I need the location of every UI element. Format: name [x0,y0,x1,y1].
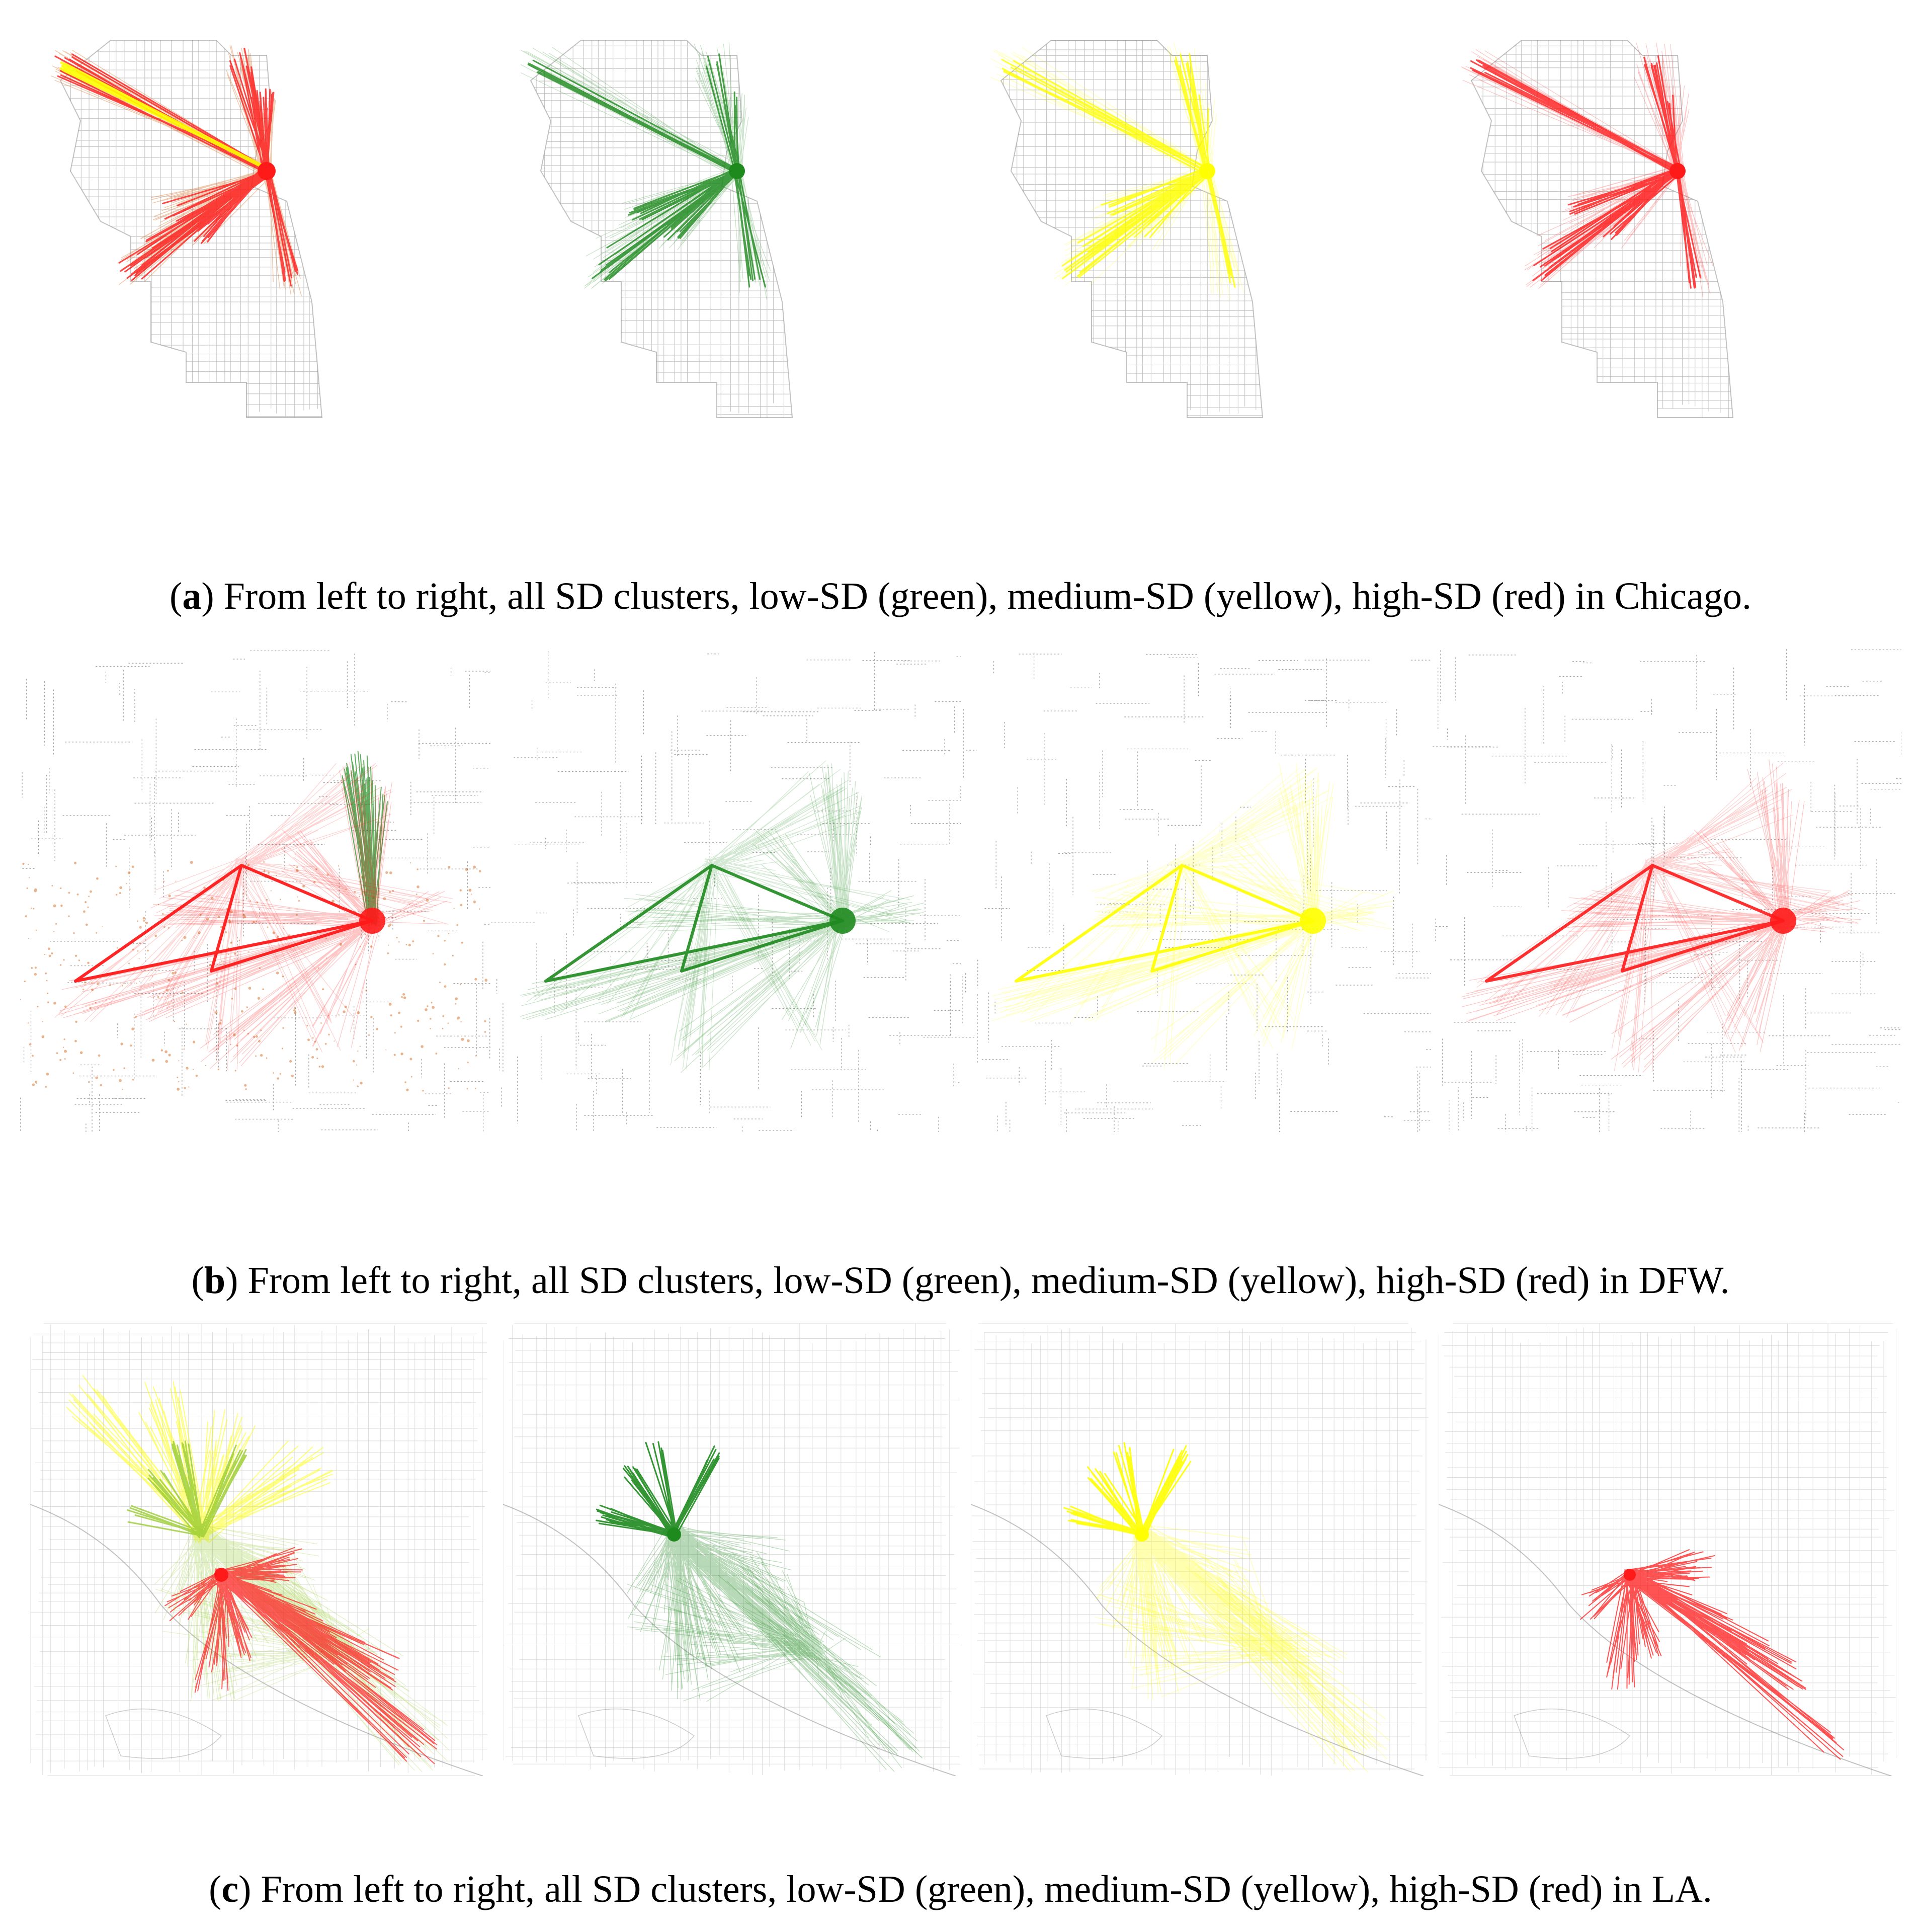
chicago-map-medium-sd [991,20,1353,423]
major-flows [1485,863,1785,983]
chicago-map-all-svg [51,40,323,418]
coastline [1439,1504,1892,1776]
road-network [1433,649,1901,1132]
island [578,1708,695,1759]
la-map-all-svg [30,1323,488,1776]
chicago-map-high-sd-svg [1461,40,1734,418]
dfw-map-high-sd [1431,649,1901,1132]
hub-node [829,908,856,934]
flow-lines [164,1547,438,1764]
city-boundary [1000,40,1264,418]
la-map-low-sd [503,1323,961,1776]
chicago-map-low-sd-svg [521,40,793,418]
coastline [503,1504,956,1776]
road-network [531,40,792,418]
caption-c: (c) From left to right, all SD clusters,… [209,1868,1712,1910]
island [1514,1708,1631,1759]
flow-lines [126,1440,247,1539]
dfw-map-low-sd-svg [490,651,961,1132]
road-network [503,1323,960,1775]
caption-b-letter: b [204,1259,226,1302]
hub-node [1624,1569,1636,1581]
flow-lines [1461,759,1861,1073]
flow-lines [626,1552,920,1768]
caption-a: (a) From left to right, all SD clusters,… [170,575,1751,617]
flow-lines [520,763,924,1073]
road-network [962,653,1431,1132]
flow-lines [1096,1525,1390,1773]
flow-lines [1470,55,1702,289]
major-flows [74,863,374,983]
hub-node [667,1527,681,1542]
flow-lines [1476,763,1864,1073]
island [105,1708,222,1759]
coastline [971,1504,1424,1776]
hub-node [1300,908,1326,934]
dfw-map-medium-sd [961,649,1431,1132]
hub-node [1669,163,1686,179]
caption-c-letter: c [221,1868,239,1910]
city-boundary [530,40,793,418]
caption-c-text: From left to right, all SD clusters, low… [261,1868,1712,1910]
dfw-map-medium-sd-svg [962,653,1431,1132]
road-network [20,650,490,1132]
la-map-high-sd [1439,1323,1896,1776]
la-map-all [30,1323,488,1776]
major-flows [544,863,844,983]
road-network [1439,1323,1896,1776]
hub-node [359,908,385,934]
hub-node [729,163,745,179]
flow-lines [527,53,766,288]
flow-lines [627,1525,923,1772]
chicago-map-all [50,20,412,423]
hub-node [258,162,276,180]
dfw-map-high-sd-svg [1433,649,1901,1132]
chicago-map-medium-sd-svg [991,40,1264,418]
caption-b: (b) From left to right, all SD clusters,… [191,1259,1730,1302]
island [1046,1708,1163,1759]
flow-lines [596,1441,720,1539]
dfw-map-all [20,649,490,1132]
la-map-medium-sd-svg [971,1323,1429,1776]
flow-lines [66,1375,333,1543]
flow-lines [1580,1549,1845,1760]
chicago-map-high-sd [1461,20,1823,423]
major-flows [1015,863,1314,983]
flow-lines [1063,1442,1192,1539]
road-network [490,651,961,1132]
la-map-medium-sd [971,1323,1429,1776]
road-network [971,1323,1429,1776]
dfw-map-all-svg [20,650,490,1132]
hub-node [1770,908,1796,934]
la-map-high-sd-svg [1439,1323,1896,1776]
flow-lines [59,61,265,169]
hub-node [1199,163,1215,179]
la-map-low-sd-svg [503,1323,960,1776]
hub-node [1135,1527,1149,1542]
chicago-map-low-sd [521,20,883,423]
flow-lines [342,751,388,926]
city-boundary [1470,40,1734,418]
caption-b-text: From left to right, all SD clusters, low… [247,1259,1730,1302]
coastline [30,1504,483,1776]
dfw-map-low-sd [490,649,961,1132]
hub-node [214,1568,228,1582]
flow-lines [58,762,448,1069]
trip-points [20,861,488,1092]
flow-lines [1095,1538,1387,1759]
caption-a-letter: a [182,575,202,617]
flow-lines [1001,53,1236,288]
caption-a-text: From left to right, all SD clusters, low… [223,575,1751,617]
